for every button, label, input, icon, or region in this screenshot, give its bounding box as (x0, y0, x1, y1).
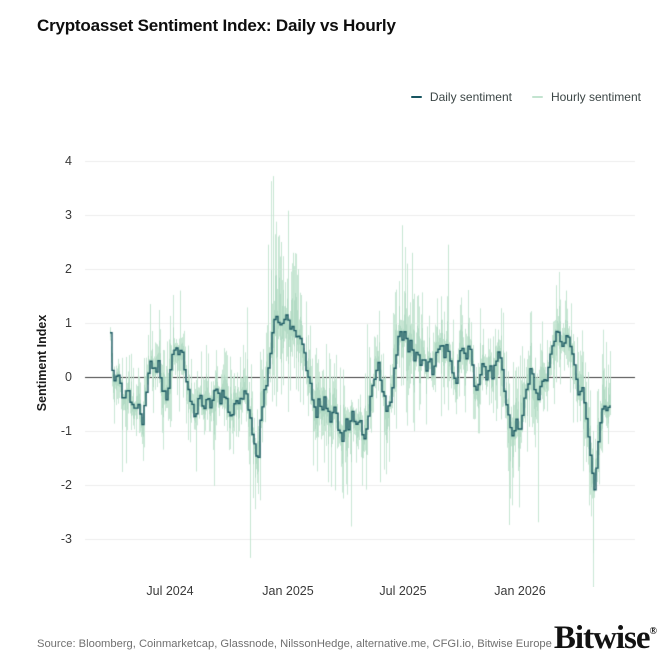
bitwise-logo: Bitwise® (554, 622, 657, 655)
hourly-line-swatch (531, 96, 543, 98)
chart-canvas (36, 142, 656, 587)
legend-label-daily: Daily sentiment (429, 90, 512, 104)
x-tick-label: Jul 2024 (146, 584, 194, 598)
x-tick-label: Jan 2026 (494, 584, 546, 598)
legend-label-hourly: Hourly sentiment (550, 90, 641, 104)
legend-item-hourly: Hourly sentiment (531, 90, 641, 104)
legend-item-daily: Daily sentiment (410, 90, 512, 104)
bitwise-logo-text: Bitwise (553, 620, 651, 656)
daily-line-swatch (410, 96, 422, 98)
chart-title: Cryptoasset Sentiment Index: Daily vs Ho… (37, 16, 396, 35)
legend: Daily sentiment Hourly sentiment (410, 90, 641, 104)
source-note: Source: Bloomberg, Coinmarketcap, Glassn… (37, 638, 552, 650)
x-tick-label: Jan 2025 (262, 584, 314, 598)
registered-trademark-icon: ® (649, 626, 657, 637)
x-tick-label: Jul 2025 (379, 584, 427, 598)
